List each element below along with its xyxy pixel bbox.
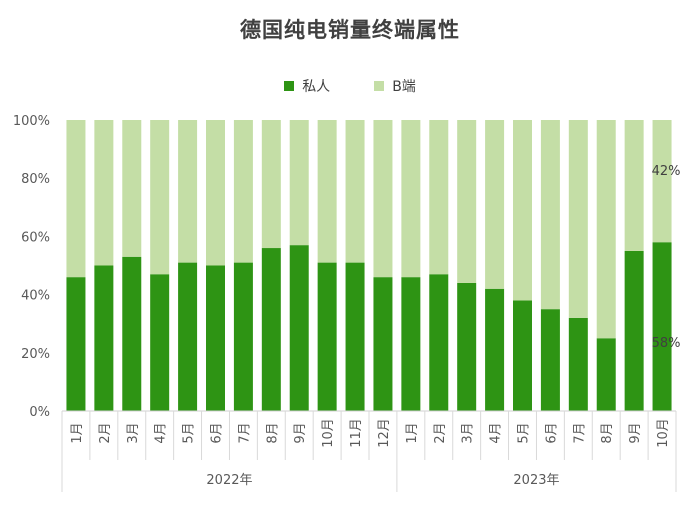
bar-b2b (513, 120, 532, 301)
bar-b2b (206, 120, 225, 266)
x-tick-label: 8月 (265, 422, 280, 443)
bar-b2b (317, 120, 337, 263)
bar-private (652, 242, 672, 411)
bar-b2b (624, 120, 644, 251)
bar-b2b (66, 120, 86, 278)
bar-private (233, 262, 253, 411)
bar-b2b (345, 120, 365, 263)
data-label: 58% (652, 336, 681, 351)
bar-private (150, 274, 170, 411)
bar-private (373, 277, 393, 411)
legend-label-b2b: B端 (392, 79, 416, 95)
x-tick-label: 7月 (237, 422, 252, 443)
bar-private (457, 282, 477, 411)
x-tick-label: 10月 (321, 418, 336, 448)
x-tick-label: 3月 (126, 422, 141, 443)
y-tick-label: 100% (13, 114, 50, 129)
bar-b2b (150, 120, 170, 275)
x-tick-label: 7月 (572, 422, 587, 443)
bar-private (596, 338, 616, 411)
x-tick-label: 1月 (70, 422, 85, 443)
bar-b2b (122, 120, 142, 257)
x-tick-label: 2月 (433, 422, 448, 443)
bar-private (66, 277, 86, 411)
legend-swatch-private (284, 81, 295, 91)
data-label: 42% (652, 164, 681, 179)
bar-private (122, 256, 142, 411)
y-tick-label: 60% (21, 230, 50, 245)
bar-private (261, 248, 281, 411)
legend: 私人 B端 (0, 76, 700, 96)
bar-private (345, 262, 365, 411)
bar-b2b (457, 120, 477, 283)
bar-private (485, 288, 505, 411)
x-tick-label: 1月 (405, 422, 420, 443)
x-tick-label: 11月 (349, 418, 364, 448)
x-tick-label: 2月 (98, 422, 113, 443)
legend-item-b2b: B端 (374, 76, 416, 96)
x-tick-label: 3月 (461, 422, 476, 443)
bar-private (568, 317, 588, 411)
bar-private (317, 262, 337, 411)
bar-b2b (373, 120, 393, 278)
x-tick-label: 6月 (544, 422, 559, 443)
bar-b2b (568, 120, 588, 318)
bar-b2b (289, 120, 309, 246)
bar-b2b (540, 120, 560, 310)
bar-b2b (94, 120, 114, 266)
x-tick-label: 9月 (628, 422, 643, 443)
x-tick-label: 9月 (293, 422, 308, 443)
bar-b2b (485, 120, 505, 289)
legend-label-private: 私人 (302, 79, 331, 95)
x-tick-label: 10月 (656, 418, 671, 448)
bar-private (94, 265, 114, 411)
bar-private (401, 277, 421, 411)
bar-private (178, 262, 198, 411)
bar-b2b (233, 120, 253, 263)
bar-b2b (596, 120, 616, 339)
bar-private (513, 300, 532, 411)
x-tick-label: 4月 (154, 422, 169, 443)
y-tick-label: 80% (21, 172, 50, 187)
bar-private (289, 245, 309, 411)
group-label: 2023年 (513, 473, 559, 488)
x-tick-label: 6月 (210, 422, 225, 443)
bar-private (206, 265, 225, 411)
x-tick-label: 12月 (377, 418, 392, 448)
group-label: 2022年 (206, 473, 252, 488)
legend-swatch-b2b (374, 81, 385, 91)
bar-private (624, 250, 644, 411)
y-tick-label: 0% (29, 405, 50, 420)
x-tick-label: 8月 (600, 422, 615, 443)
y-tick-label: 40% (21, 289, 50, 304)
bar-b2b (178, 120, 198, 263)
x-tick-label: 4月 (489, 422, 504, 443)
bar-b2b (261, 120, 281, 249)
bar-private (429, 274, 449, 411)
bar-b2b (652, 120, 672, 243)
legend-item-private: 私人 (284, 76, 330, 96)
x-tick-label: 5月 (517, 422, 532, 443)
chart-title: 德国纯电销量终端属性 (240, 18, 460, 42)
bar-b2b (429, 120, 449, 275)
x-tick-label: 5月 (182, 422, 197, 443)
y-tick-label: 20% (21, 347, 50, 362)
bar-private (540, 309, 560, 411)
bar-b2b (401, 120, 421, 278)
